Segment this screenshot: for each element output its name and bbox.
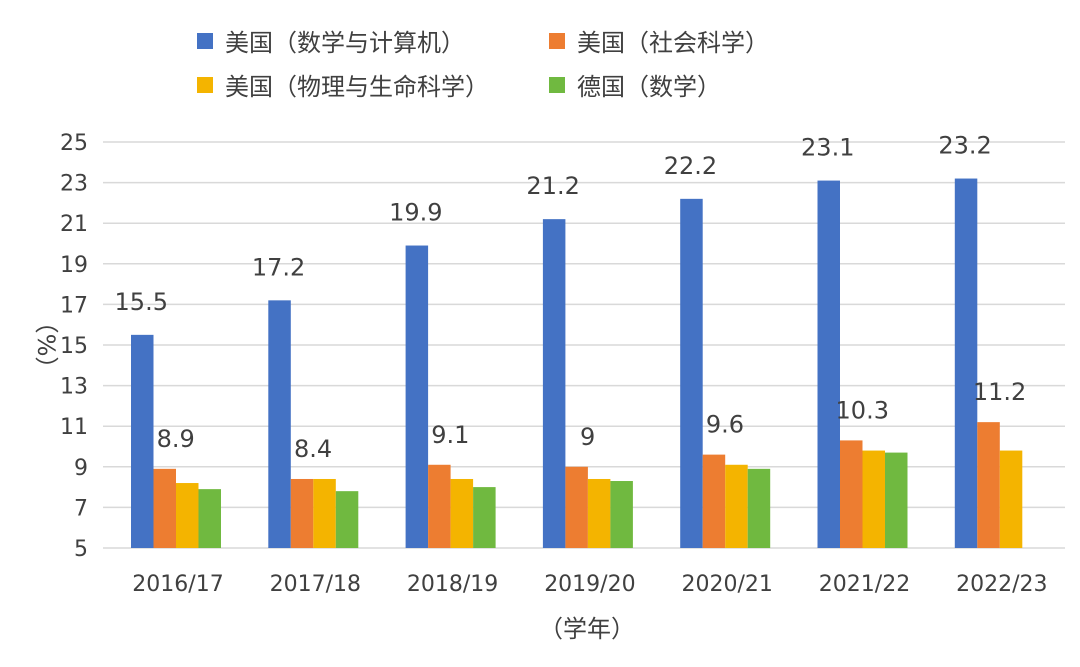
bar-series0-2021-22	[817, 180, 840, 548]
x-tick-label: 2019/20	[544, 572, 635, 597]
y-tick-label: 7	[74, 496, 88, 521]
y-tick-label: 13	[60, 375, 88, 400]
legend-label-us-math-cs: 美国（数学与计算机）	[225, 29, 465, 57]
gridlines	[103, 141, 1065, 549]
data-label-series1: 8.4	[294, 435, 332, 463]
legend-label-us-physical-life-science: 美国（物理与生命科学）	[225, 73, 489, 101]
data-label-series1: 8.9	[157, 425, 195, 453]
bar-series1-2020-21	[702, 454, 726, 548]
x-tick-labels: 2016/17 2017/18 2018/19 2019/20 2020/21 2021/…	[132, 572, 1047, 597]
data-label-series0: 19.9	[389, 199, 442, 227]
data-label-series0: 23.1	[801, 134, 854, 162]
legend-item-us-math-cs: 美国（数学与计算机）	[197, 29, 465, 57]
bar-series1-2017-18	[290, 478, 314, 548]
legend-label-us-social-science: 美国（社会科学）	[577, 29, 769, 57]
data-label-series1: 11.2	[973, 378, 1026, 406]
data-label-series0: 22.2	[664, 152, 717, 180]
bar-series0-2022-23	[954, 178, 978, 549]
x-tick-label: 2017/18	[270, 572, 361, 597]
bar-series3-2021-22	[885, 452, 908, 548]
y-tick-label: 21	[60, 212, 88, 237]
bar-series1-2018-19	[428, 464, 451, 548]
bar-series1-2016-17	[153, 468, 176, 548]
data-label-series0: 23.2	[938, 132, 991, 160]
bar-series3-2018-19	[473, 487, 496, 548]
bar-series2-2021-22	[862, 450, 885, 548]
legend-item-us-physical-life-science: 美国（物理与生命科学）	[197, 73, 489, 101]
bar-series1-2022-23	[977, 422, 1000, 548]
data-labels: 15.5 8.9 17.2 8.4 19.9 9.1 21.2 9 22.2 9.6 23.1 10.…	[115, 132, 1027, 463]
bar-series2-2017-18	[313, 478, 336, 548]
bar-series3-2019-20	[610, 481, 633, 548]
bar-series2-2018-19	[450, 478, 474, 548]
bar-series3-2020-21	[747, 468, 771, 548]
legend-swatch-us-social-science	[549, 33, 565, 49]
legend-item-us-social-science: 美国（社会科学）	[549, 29, 769, 57]
y-tick-label: 11	[60, 415, 88, 440]
bar-series0-2019-20	[542, 219, 566, 548]
legend-swatch-germany-math	[549, 77, 565, 93]
bar-series1-2019-20	[565, 466, 588, 548]
bar-series3-2016-17	[198, 489, 221, 548]
bar-series0-2018-19	[405, 245, 429, 548]
data-label-series0: 21.2	[526, 172, 579, 200]
legend-label-germany-math: 德国（数学）	[577, 73, 721, 101]
bar-series3-2017-18	[335, 491, 359, 548]
legend-swatch-us-math-cs	[197, 33, 213, 49]
x-tick-label: 2020/21	[681, 572, 772, 597]
data-label-series0: 15.5	[115, 288, 168, 316]
y-tick-label: 15	[60, 334, 88, 359]
x-tick-label: 2022/23	[956, 572, 1047, 597]
bar-series2-2016-17	[176, 483, 199, 548]
data-label-series1: 9.1	[431, 421, 469, 449]
data-label-series1: 10.3	[836, 396, 889, 424]
x-tick-label: 2016/17	[132, 572, 223, 597]
x-axis-title: （学年）	[539, 615, 635, 643]
data-label-series1: 9.6	[706, 411, 744, 439]
bars	[131, 178, 1023, 549]
data-label-series0: 17.2	[252, 253, 305, 281]
y-tick-label: 17	[60, 293, 88, 318]
y-tick-label: 23	[60, 172, 88, 197]
bar-series2-2019-20	[587, 478, 611, 548]
legend: 美国（数学与计算机） 美国（社会科学） 美国（物理与生命科学） 德国（数学）	[197, 29, 769, 101]
bar-series2-2022-23	[999, 450, 1023, 548]
x-tick-label: 2018/19	[407, 572, 498, 597]
y-tick-label: 5	[74, 537, 88, 562]
y-tick-labels: 5 7 9 11 13 15 17 19 21 23 25	[60, 131, 88, 562]
y-tick-label: 25	[60, 131, 88, 156]
bar-series1-2021-22	[840, 440, 863, 548]
bar-series2-2020-21	[725, 464, 748, 548]
bar-series0-2016-17	[131, 334, 154, 548]
bar-series0-2017-18	[268, 300, 291, 548]
legend-swatch-us-physical-life-science	[197, 77, 213, 93]
data-label-series1: 9	[580, 423, 595, 451]
y-tick-label: 9	[74, 456, 88, 481]
bar-series0-2020-21	[680, 198, 703, 548]
x-tick-label: 2021/22	[819, 572, 910, 597]
legend-item-germany-math: 德国（数学）	[549, 73, 721, 101]
y-axis-title: （%）	[32, 310, 60, 381]
y-tick-label: 19	[60, 253, 88, 278]
